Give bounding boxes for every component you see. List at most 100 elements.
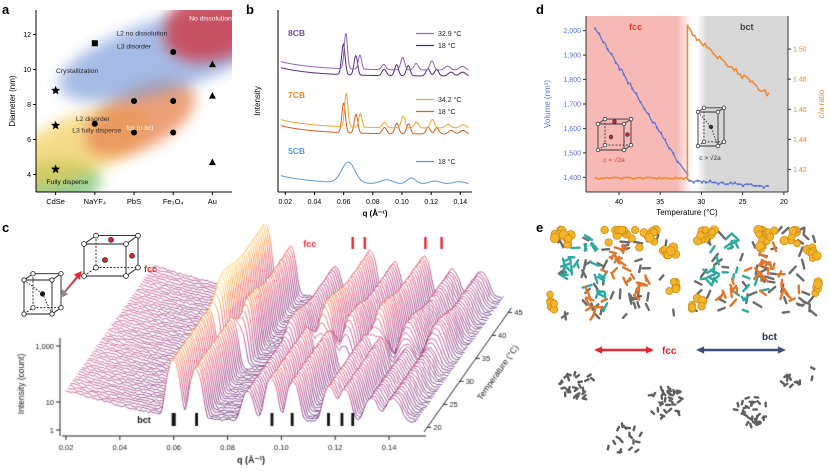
ligand-debris (575, 392, 581, 397)
svg-text:1,900: 1,900 (563, 53, 581, 60)
ligand-debris (574, 373, 581, 379)
ligand-debris (634, 448, 640, 454)
fcc-caption: c = √2a (603, 156, 625, 164)
panel-label-d: d (536, 2, 544, 17)
bct-unit-cell (695, 105, 727, 149)
annotation: L2 disorder (76, 116, 111, 123)
panel-label-e: e (536, 220, 544, 235)
ligand-debris (809, 366, 816, 371)
ligand-debris (658, 401, 664, 406)
ligand-debris (581, 390, 587, 396)
ligand-debris (783, 373, 789, 379)
phase-region-bct (696, 16, 788, 192)
ligand-debris (753, 396, 760, 399)
ligand-debris (752, 408, 759, 411)
ligand-debris (659, 413, 666, 418)
unit-cell-inset: fcc (21, 232, 157, 317)
ligand-debris (627, 446, 634, 452)
svg-text:40: 40 (615, 199, 623, 206)
ligand-debris (810, 375, 814, 382)
md-snapshot-left (546, 225, 681, 321)
panel-label-a: a (2, 2, 10, 17)
legend-entry: 18 °C (438, 108, 456, 116)
panel-d: d fcc bct 1,400 1,500 1,600 1,700 1,800 1,900 2,… (536, 2, 830, 220)
svg-text:1.42: 1.42 (793, 167, 807, 174)
inset-fcc-label: fcc (144, 264, 157, 274)
region-fcc-to-bct (84, 80, 196, 157)
panel-a: a 4 6 8 10 12 CdSe NaYF₄ PbS Fe₃O₄ Au Diameter (nm… (2, 2, 240, 220)
left-axis-label: Volume (nm³) (543, 80, 552, 128)
bct-caption: c > √2a (699, 154, 721, 162)
ligand-debris (744, 396, 751, 400)
ligand-debris-area: fcc bct (558, 332, 816, 454)
annotation: L3 fully disperse (72, 128, 121, 135)
ligand-debris (606, 444, 610, 451)
double-arrow (696, 346, 786, 354)
ligand-debris (755, 414, 759, 421)
x-axis-label: q (Å⁻¹) (362, 209, 387, 218)
ligand-debris (589, 376, 595, 382)
svg-text:1.48: 1.48 (793, 77, 807, 84)
panel-e: e fcc bct (536, 220, 830, 473)
annotation: Fully disperse (46, 179, 88, 186)
ligand-debris (615, 435, 621, 440)
svg-text:0.08: 0.08 (366, 199, 380, 206)
ligand-debris (670, 403, 677, 406)
ligand-debris (750, 400, 754, 407)
ligand-debris (628, 431, 631, 438)
ligand-debris (753, 417, 758, 424)
ligand-debris (612, 439, 617, 446)
ligand-debris (652, 391, 657, 398)
annotation: L2 no dissolution (116, 30, 167, 37)
ligand-debris (559, 379, 563, 386)
svg-text:1,600: 1,600 (563, 126, 581, 133)
svg-text:1,700: 1,700 (563, 102, 581, 109)
legend-entry: 34.2 °C (438, 96, 461, 104)
ligand-debris (667, 396, 674, 401)
ligand-debris (660, 394, 664, 400)
ligand-debris (567, 387, 572, 394)
legend-entry: 18 °C (438, 158, 456, 166)
ligand-debris (656, 406, 660, 413)
ligand-debris (793, 380, 800, 385)
ligand-debris (638, 431, 643, 438)
md-snapshot-right (687, 225, 823, 317)
ligand-debris (566, 375, 571, 382)
saxs-curve-7CB (280, 92, 469, 129)
ligand-debris (764, 401, 768, 408)
svg-text:10: 10 (23, 67, 31, 74)
svg-text:0.06: 0.06 (337, 199, 351, 206)
ligand-debris (565, 388, 570, 394)
ligand-debris (663, 396, 667, 403)
svg-text:8: 8 (27, 102, 31, 109)
ligand-debris (573, 370, 577, 377)
svg-text:0.14: 0.14 (454, 199, 468, 206)
ligand-debris (783, 382, 789, 387)
fcc-arrow-label: fcc (662, 346, 677, 357)
svg-text:1,500: 1,500 (563, 150, 581, 157)
ligand-debris (674, 409, 681, 413)
ligand-debris (675, 390, 682, 395)
ligand-debris (563, 374, 569, 379)
ligand-debris (577, 380, 584, 384)
panel-label-c: c (2, 220, 10, 235)
svg-text:0.10: 0.10 (395, 199, 409, 206)
ligand-debris (661, 391, 667, 397)
ligand-debris (632, 438, 635, 445)
series-label-7CB: 7CB (288, 90, 305, 100)
svg-text:20: 20 (780, 199, 788, 206)
ligand-debris (762, 415, 765, 422)
svg-text:6: 6 (27, 137, 31, 144)
ligand-debris (732, 408, 739, 412)
ligand-debris (745, 420, 750, 427)
svg-text:1.44: 1.44 (793, 137, 807, 144)
legend-entry: 32.9 °C (438, 30, 461, 38)
ligand-debris (571, 386, 578, 390)
svg-text:0.02: 0.02 (278, 199, 292, 206)
ligand-debris (756, 400, 762, 405)
bct-arrow-label: bct (762, 332, 778, 343)
bct-unit-cell (21, 271, 64, 317)
phase-label-fcc: fcc (629, 22, 642, 32)
svg-text:1,400: 1,400 (563, 175, 581, 182)
